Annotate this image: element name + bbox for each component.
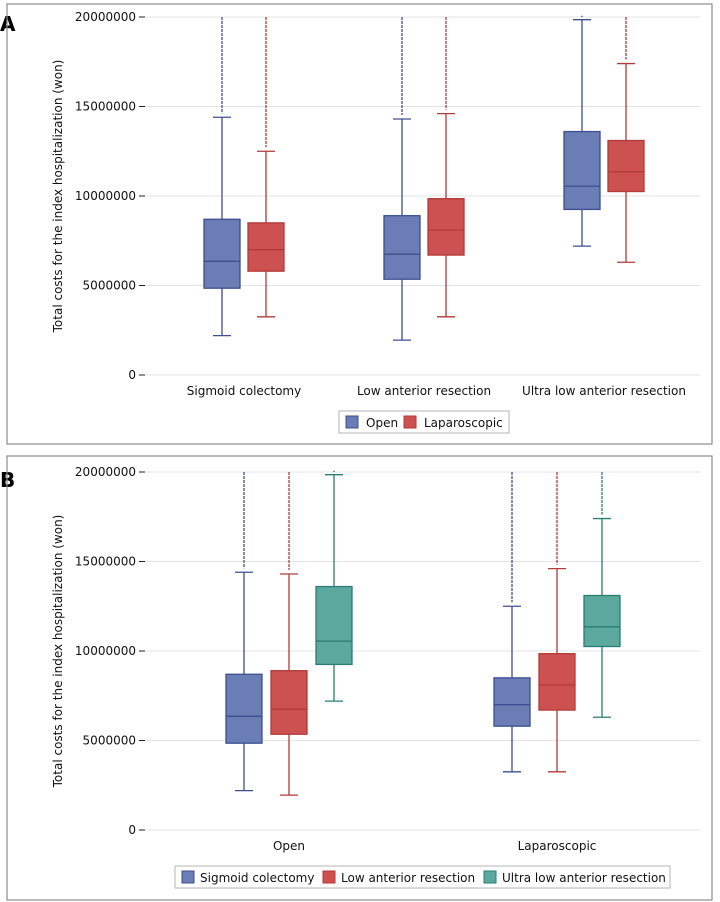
x-category-label: Sigmoid colectomy — [187, 384, 301, 398]
iqr-box — [493, 677, 531, 727]
iqr-box — [538, 653, 576, 711]
y-tick-label: 5000000 — [83, 734, 136, 748]
legend-label: Ultra low anterior resection — [502, 871, 666, 885]
box-low-anterior-resection-laparoscopic — [538, 472, 576, 773]
panel-frame — [6, 3, 713, 445]
iqr-box — [203, 218, 241, 289]
iqr-box — [247, 222, 285, 272]
box-ultra-low-anterior-resection-open — [315, 470, 353, 702]
legend-label: Low anterior resection — [341, 871, 475, 885]
legend-swatch — [181, 870, 195, 884]
panel-b-letter: B — [0, 468, 16, 492]
legend-label: Laparoscopic — [424, 416, 503, 430]
y-tick-label: 20000000 — [75, 10, 136, 24]
iqr-box — [383, 215, 421, 280]
box-laparoscopic-sigmoid-colectomy — [247, 17, 285, 318]
x-category-label: Laparoscopic — [518, 839, 597, 853]
y-tick-label: 15000000 — [75, 555, 136, 569]
legend-swatch — [322, 870, 336, 884]
x-category-label: Open — [273, 839, 305, 853]
iqr-box — [607, 139, 645, 193]
panel-frame — [6, 455, 713, 901]
y-tick-label: 10000000 — [75, 644, 136, 658]
x-category-label: Ultra low anterior resection — [522, 384, 686, 398]
legend: Sigmoid colectomy Low anterior resection U… — [174, 865, 671, 889]
chart-panel-b: 0 5000000 10000000 15000000 20000000 Total co… — [6, 455, 713, 901]
box-open-low-anterior-resection — [383, 17, 421, 341]
legend-frame — [174, 865, 671, 889]
box-laparoscopic-ultra-low-anterior-resection — [607, 17, 645, 263]
iqr-box — [315, 585, 353, 666]
iqr-box — [427, 198, 465, 256]
y-tick-label: 20000000 — [75, 465, 136, 479]
legend: Open Laparoscopic — [338, 410, 510, 434]
legend-label: Sigmoid colectomy — [200, 871, 314, 885]
iqr-box — [583, 594, 621, 648]
legend-swatch — [345, 415, 359, 429]
legend-swatch — [483, 870, 497, 884]
y-tick-label: 0 — [128, 368, 136, 382]
legend-label: Open — [366, 416, 398, 430]
y-axis-label: Total costs for the index hospitalizatio… — [51, 515, 65, 789]
legend-swatch — [403, 415, 417, 429]
box-ultra-low-anterior-resection-laparoscopic — [583, 472, 621, 718]
box-open-ultra-low-anterior-resection — [563, 15, 601, 247]
iqr-box — [563, 130, 601, 211]
legend-frame — [338, 410, 510, 434]
box-low-anterior-resection-open — [270, 472, 308, 796]
chart-panel-a: 0 5000000 10000000 15000000 20000000 Total co… — [6, 3, 713, 445]
y-tick-label: 15000000 — [75, 100, 136, 114]
box-sigmoid-colectomy-open — [225, 472, 263, 792]
box-laparoscopic-low-anterior-resection — [427, 17, 465, 318]
iqr-box — [270, 670, 308, 735]
x-category-label: Low anterior resection — [357, 384, 491, 398]
y-tick-label: 5000000 — [83, 279, 136, 293]
y-tick-label: 10000000 — [75, 189, 136, 203]
y-axis-label: Total costs for the index hospitalizatio… — [51, 60, 65, 334]
panel-a-letter: A — [0, 12, 16, 36]
box-sigmoid-colectomy-laparoscopic — [493, 472, 531, 773]
y-tick-label: 0 — [128, 823, 136, 837]
box-open-sigmoid-colectomy — [203, 17, 241, 337]
iqr-box — [225, 673, 263, 744]
